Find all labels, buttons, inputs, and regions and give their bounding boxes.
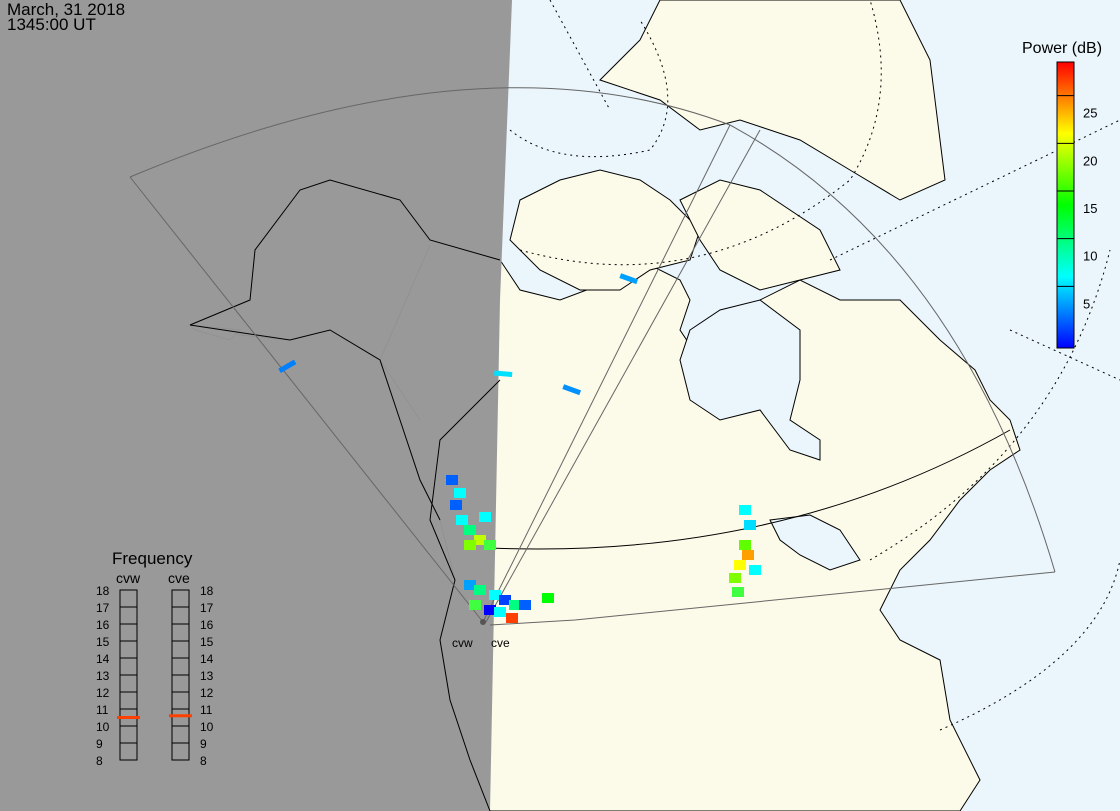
colorbar-tick: 5 (1083, 296, 1090, 311)
cvw-fov-edge (129, 176, 484, 623)
backscatter-cell (732, 587, 744, 597)
frequency-tick: 8 (96, 754, 103, 768)
cvw-fov-edge (482, 124, 731, 623)
backscatter-cell (739, 540, 751, 550)
backscatter-cell (742, 550, 754, 560)
backscatter-cell (278, 359, 297, 373)
date-label: March, 31 2018 (7, 0, 126, 19)
backscatter-cell (474, 585, 486, 595)
us-canada-border (489, 429, 1011, 550)
radar-label-cve: cve (491, 636, 510, 650)
night-coast-alaska (189, 179, 501, 811)
backscatter-cells (278, 273, 761, 623)
latitude-grid (509, 0, 1120, 731)
backscatter-cell (479, 512, 491, 522)
frequency-title: Frequency (112, 549, 193, 568)
baffin-island (679, 179, 841, 291)
frequency-tick: 11 (200, 703, 213, 717)
time-label: 1345:00 UT (7, 15, 96, 34)
frequency-tick: 12 (96, 686, 110, 700)
hudson-bay (679, 299, 821, 461)
arctic-islands (509, 169, 701, 291)
grid-line (509, 19, 669, 158)
backscatter-cell (456, 515, 468, 525)
frequency-tick: 17 (200, 601, 214, 615)
frequency-tick: 14 (96, 652, 110, 666)
frequency-tick: 10 (96, 720, 110, 734)
frequency-tick: 15 (200, 635, 214, 649)
frequency-tick: 10 (200, 720, 214, 734)
frequency-tick: 9 (96, 737, 103, 751)
backscatter-cell (484, 605, 496, 615)
cve-fov-edge (485, 129, 761, 623)
backscatter-cell (464, 540, 476, 550)
colorbar-title: Power (dB) (1022, 40, 1103, 57)
backscatter-cell (619, 273, 638, 285)
radar-label-cvw: cvw (452, 636, 473, 650)
colorbar-gradient (1056, 61, 1075, 349)
backscatter-cell (474, 535, 486, 545)
backscatter-cell (464, 580, 476, 590)
backscatter-cell (484, 540, 496, 550)
frequency-tick: 16 (96, 618, 110, 632)
grid-line (939, 559, 1120, 731)
frequency-tick: 15 (96, 635, 110, 649)
backscatter-cell (446, 475, 458, 485)
backscatter-cell (749, 565, 761, 575)
backscatter-cell (494, 607, 506, 617)
frequency-tick: 8 (200, 754, 207, 768)
frequency-tick: 9 (200, 737, 207, 751)
colorbar-tick: 25 (1083, 106, 1097, 121)
frequency-tick: 16 (200, 618, 214, 632)
frequency-tick: 17 (96, 601, 110, 615)
colorbar-tick: 10 (1083, 249, 1097, 264)
grid-line (549, 0, 1120, 381)
night-region (0, 0, 512, 811)
frequency-tick: 13 (200, 669, 214, 683)
radar-site-marker (480, 619, 486, 625)
grid-line (519, 0, 882, 266)
backscatter-cell (469, 600, 481, 610)
frequency-tick: 12 (200, 686, 214, 700)
frequency-tick: 13 (96, 669, 110, 683)
frequency-tick: 14 (200, 652, 214, 666)
backscatter-cell (499, 595, 511, 605)
backscatter-cell (464, 525, 476, 535)
grid-line (869, 249, 1111, 561)
lake (769, 514, 861, 571)
backscatter-cell (542, 593, 554, 603)
backscatter-cell (729, 573, 741, 583)
frequency-radar-label-cvw: cvw (116, 570, 141, 586)
greenland (599, 0, 946, 201)
frequency-radar-label-cve: cve (168, 570, 190, 586)
fields-of-view (129, 87, 1056, 626)
backscatter-cell (494, 370, 513, 378)
backscatter-cell (509, 600, 521, 610)
cve-fov-edge (489, 571, 1056, 626)
backscatter-cell (450, 500, 462, 510)
colorbar-tick: 15 (1083, 201, 1097, 216)
backscatter-cell (734, 560, 746, 570)
frequency-tick: 11 (96, 703, 109, 717)
power-colorbar: 25 20 15 10 5 (1056, 61, 1097, 349)
backscatter-cell (454, 488, 466, 498)
backscatter-cell (739, 505, 751, 515)
great-lakes (769, 514, 861, 571)
backscatter-cell (519, 600, 531, 610)
backscatter-cell (489, 590, 501, 600)
frequency-panel: cvw 18 17 16 15 14 13 12 11 10 9 8 cve 18 17 16 15 14 13 12… (96, 570, 214, 768)
backscatter-cell (506, 613, 518, 623)
backscatter-cell (744, 520, 756, 530)
frequency-tick: 18 (96, 584, 110, 598)
colorbar-tick: 20 (1083, 153, 1097, 168)
frequency-tick: 18 (200, 584, 214, 598)
backscatter-cell (562, 384, 581, 396)
